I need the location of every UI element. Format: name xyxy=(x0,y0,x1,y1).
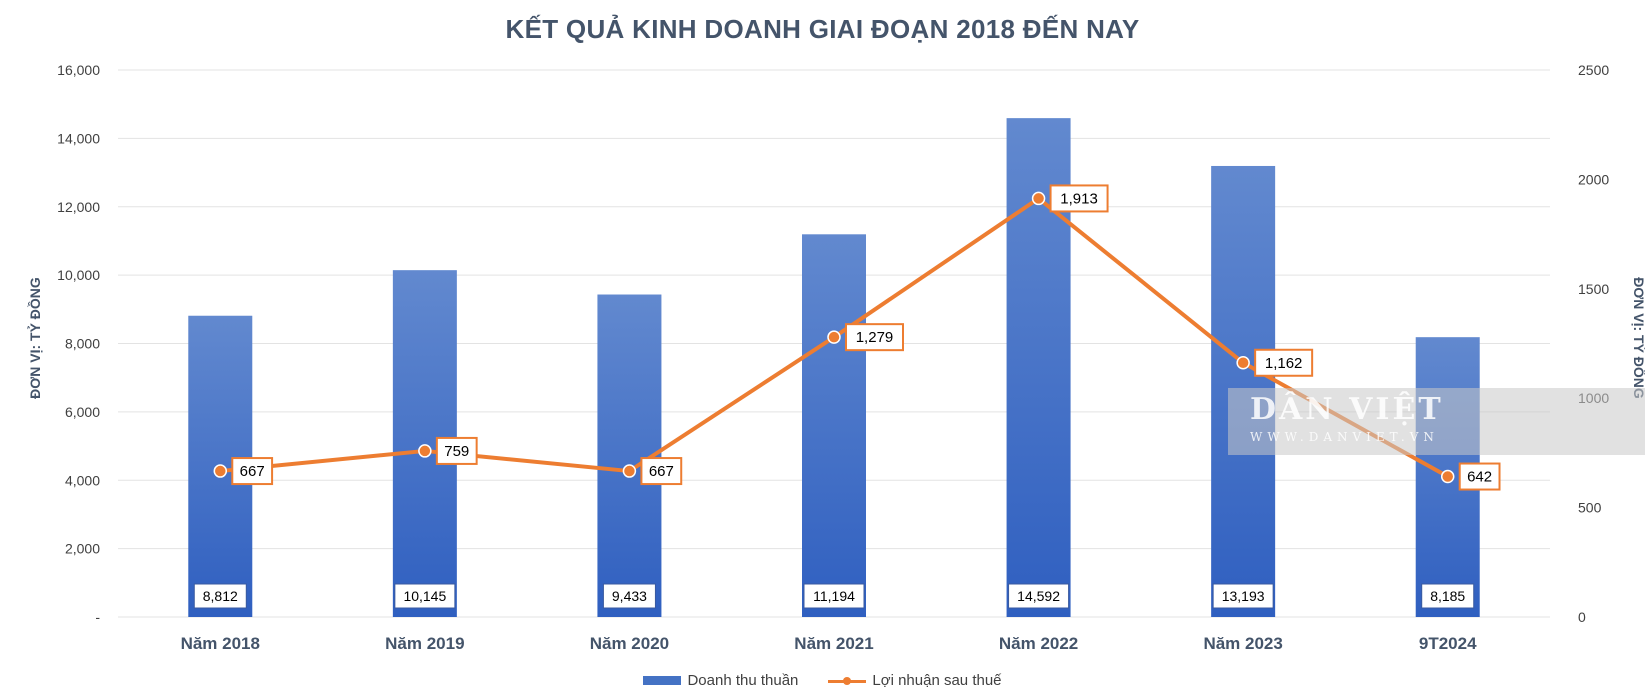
profit-value-label: 642 xyxy=(1467,469,1492,486)
x-tick-label: Năm 2018 xyxy=(181,634,260,653)
y-tick-right: 500 xyxy=(1578,500,1602,516)
bar-value-box xyxy=(1212,583,1274,609)
y-tick-left: 14,000 xyxy=(57,130,100,146)
y-tick-left: - xyxy=(95,609,100,625)
x-tick-label: Năm 2021 xyxy=(794,634,873,653)
bar-value-label: 9,433 xyxy=(612,588,647,604)
bar-value-label: 8,812 xyxy=(203,588,238,604)
bar-value-box xyxy=(1008,583,1070,609)
bar-value-label: 14,592 xyxy=(1017,588,1060,604)
y-tick-left: 16,000 xyxy=(57,62,100,78)
profit-point xyxy=(418,444,432,458)
bar-value-label: 11,194 xyxy=(813,588,855,604)
bar-value-label: 10,145 xyxy=(403,588,446,604)
bar-value-box xyxy=(602,583,656,609)
bar xyxy=(802,234,866,618)
profit-point xyxy=(1236,356,1250,370)
profit-value-label: 1,162 xyxy=(1265,355,1303,372)
bar-value-box xyxy=(803,583,865,609)
profit-value-label: 1,913 xyxy=(1060,190,1098,207)
bar-value-box xyxy=(193,583,247,609)
legend-item-revenue[interactable]: Doanh thu thuần xyxy=(643,672,798,689)
x-tick-label: Năm 2020 xyxy=(590,634,669,653)
profit-value-box xyxy=(1049,184,1109,213)
y-tick-left: 8,000 xyxy=(65,336,100,352)
profit-point xyxy=(213,464,228,478)
x-tick-label: Năm 2023 xyxy=(1203,634,1282,653)
legend-bar-swatch xyxy=(643,676,682,685)
y-tick-left: 12,000 xyxy=(57,199,100,215)
x-tick-label: Năm 2019 xyxy=(385,634,464,653)
legend-label-revenue: Doanh thu thuần xyxy=(687,672,799,689)
profit-value-box xyxy=(845,323,904,352)
bar-value-label: 13,193 xyxy=(1222,588,1265,604)
profit-value-box xyxy=(231,457,274,486)
y-tick-left: 10,000 xyxy=(57,267,100,283)
y-tick-right: 0 xyxy=(1578,609,1586,625)
profit-point xyxy=(827,330,841,344)
y-tick-right: 2000 xyxy=(1578,171,1609,187)
y-tick-right: 2500 xyxy=(1578,62,1609,78)
profit-point xyxy=(1440,469,1455,484)
profit-value-box xyxy=(640,457,683,486)
chart-title: KẾT QUẢ KINH DOANH GIAI ĐOẠN 2018 ĐẾN NA… xyxy=(505,14,1140,44)
bar-value-box xyxy=(394,583,456,609)
y-tick-right: 1500 xyxy=(1578,281,1609,297)
legend-label-profit: Lợi nhuận sau thuế xyxy=(872,672,1002,689)
profit-value-label: 667 xyxy=(240,463,265,480)
x-tick-label: Năm 2022 xyxy=(999,634,1078,653)
y-tick-left: 4,000 xyxy=(65,472,100,488)
x-tick-label: 9T2024 xyxy=(1419,634,1477,653)
bar-value-label: 8,185 xyxy=(1430,588,1465,604)
profit-value-label: 1,279 xyxy=(856,329,894,346)
y-tick-left: 2,000 xyxy=(65,541,100,557)
legend: Doanh thu thuần Lợi nhuận sau thuế xyxy=(0,672,1645,689)
y-tick-right: 1000 xyxy=(1578,390,1609,406)
profit-value-label: 759 xyxy=(444,443,469,460)
profit-value-box xyxy=(1254,348,1314,377)
bar xyxy=(1211,165,1276,618)
profit-point xyxy=(622,464,637,478)
legend-item-profit[interactable]: Lợi nhuận sau thuế xyxy=(828,672,1002,689)
legend-line-swatch xyxy=(828,675,867,687)
y-tick-left: 6,000 xyxy=(65,404,100,420)
profit-point xyxy=(1031,191,1046,206)
profit-value-box xyxy=(435,436,478,465)
profit-value-box xyxy=(1458,462,1501,491)
profit-value-label: 667 xyxy=(649,463,674,480)
bar-value-box xyxy=(1421,583,1475,609)
